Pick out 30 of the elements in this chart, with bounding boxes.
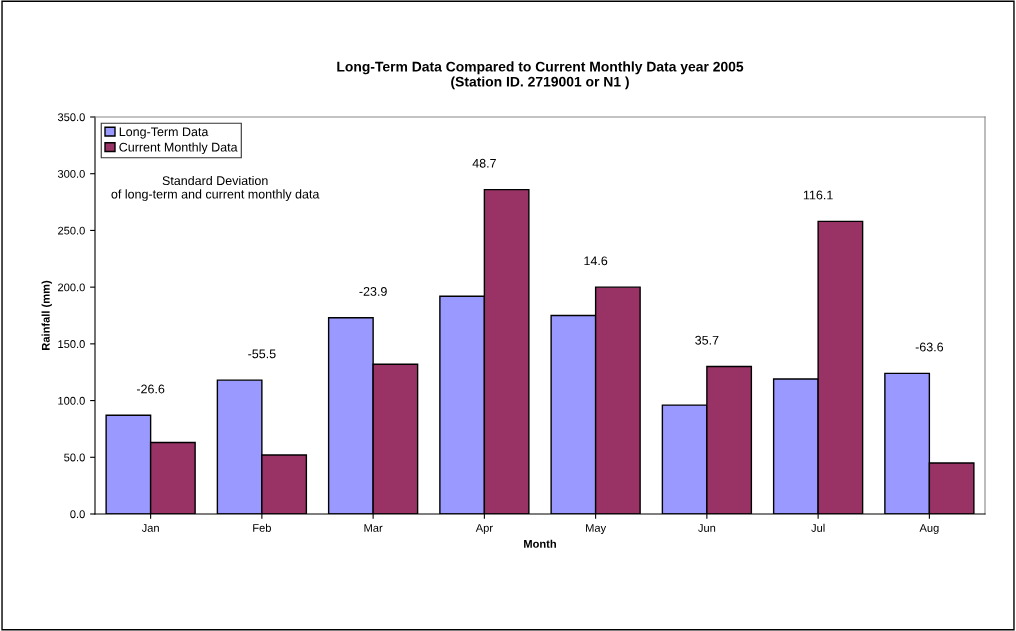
chart-title: Long-Term Data Compared to Current Monthly Data year 2005 (Station ID. 2719001 or N1 ): [337, 61, 744, 90]
annotation: -26.6: [136, 384, 165, 394]
annotation: 116.1: [803, 190, 833, 200]
y-tick-label: 150.0: [58, 340, 85, 348]
x-tick-label: Aug: [919, 524, 939, 535]
y-tick-label: 300.0: [57, 169, 85, 178]
y-tick-label: 200.0: [58, 283, 85, 292]
y-tick-label: 250.0: [58, 226, 85, 235]
annotation: Standard Deviation of long-term and current monthly data: [111, 175, 320, 202]
x-tick-label: Jan: [141, 524, 159, 532]
legend-label: Long-Term Data: [119, 127, 209, 139]
annotation: 48.7: [472, 158, 496, 168]
x-tick-label: Jun: [698, 524, 716, 532]
y-tick-label: 0.0: [70, 510, 85, 519]
annotation: 35.7: [695, 335, 719, 345]
y-tick-label: 50.0: [64, 453, 85, 462]
x-tick-label: May: [586, 524, 607, 535]
x-axis-title: Month: [524, 539, 556, 548]
x-tick-label: Jul: [811, 523, 825, 532]
x-tick-label: Feb: [253, 523, 271, 532]
y-tick-label: 350.0: [57, 113, 85, 122]
legend-label: Current Monthly Data: [119, 142, 238, 155]
x-tick-label: Apr: [475, 524, 493, 535]
annotation: -63.6: [915, 342, 944, 352]
annotation: -55.5: [248, 349, 276, 359]
y-axis-title: Rainfall (mm): [41, 280, 52, 350]
annotation: 14.6: [584, 256, 608, 266]
x-tick-label: Mar: [364, 524, 383, 532]
y-tick-label: 100.0: [58, 396, 85, 405]
annotation: -23.9: [359, 287, 387, 296]
